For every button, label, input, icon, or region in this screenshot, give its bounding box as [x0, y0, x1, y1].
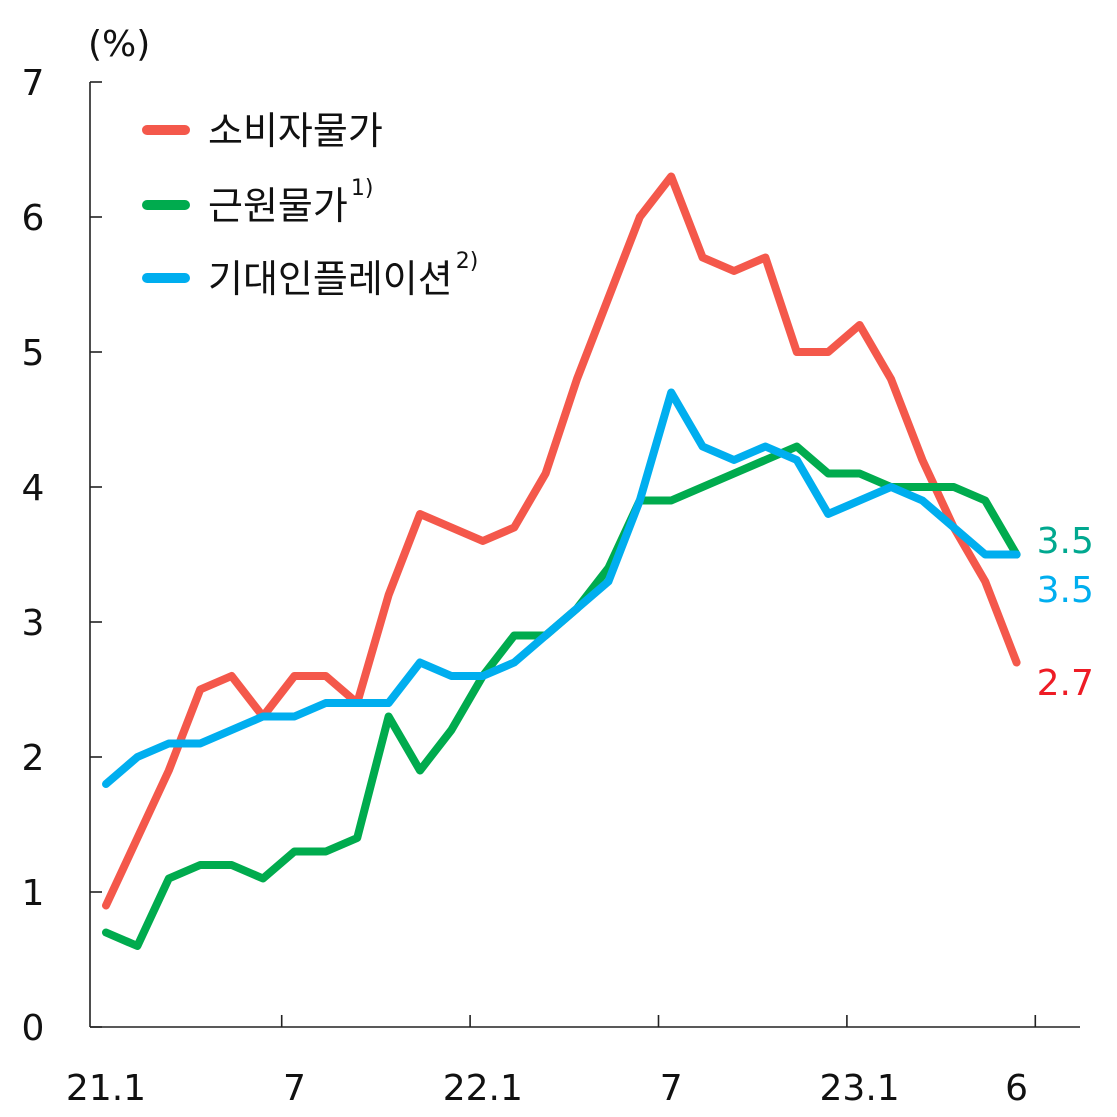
x-tick-label: 21.1 [66, 1068, 146, 1109]
x-tick-label: 22.1 [443, 1068, 523, 1109]
series-lines [102, 172, 1021, 950]
legend-label: 소비자물가 [208, 109, 383, 153]
axes: (%) 0 1 2 3 4 5 6 7 21.1 7 22.1 7 23.1 6 [22, 24, 1080, 1109]
x-tick-label: 6 [1005, 1068, 1028, 1109]
y-tick-label: 0 [22, 1008, 45, 1049]
y-tick-label: 4 [22, 468, 45, 509]
y-unit-label: (%) [88, 24, 150, 65]
y-tick-label: 7 [22, 63, 45, 104]
legend-footnote: 2) [456, 249, 479, 274]
y-tick-label: 5 [22, 333, 45, 374]
end-value-label: 3.5 [1037, 521, 1094, 562]
x-tick-label: 23.1 [820, 1068, 900, 1109]
series-line-3 [102, 388, 1021, 788]
legend-footnote: 1) [351, 176, 374, 201]
end-labels: 2.7 3.5 3.5 [1037, 521, 1094, 704]
legend-label: 근원물가 [208, 184, 348, 228]
series-line-1 [102, 172, 1021, 910]
end-value-label: 3.5 [1037, 570, 1094, 611]
legend-label: 기대인플레이션 [208, 257, 453, 301]
x-tick-label: 7 [660, 1068, 683, 1109]
y-tick-label: 3 [22, 603, 45, 644]
x-tick-label: 7 [283, 1068, 306, 1109]
y-tick-label: 6 [22, 198, 45, 239]
y-tick-label: 1 [22, 873, 45, 914]
y-tick-label: 2 [22, 738, 45, 779]
end-value-label: 2.7 [1037, 663, 1094, 704]
